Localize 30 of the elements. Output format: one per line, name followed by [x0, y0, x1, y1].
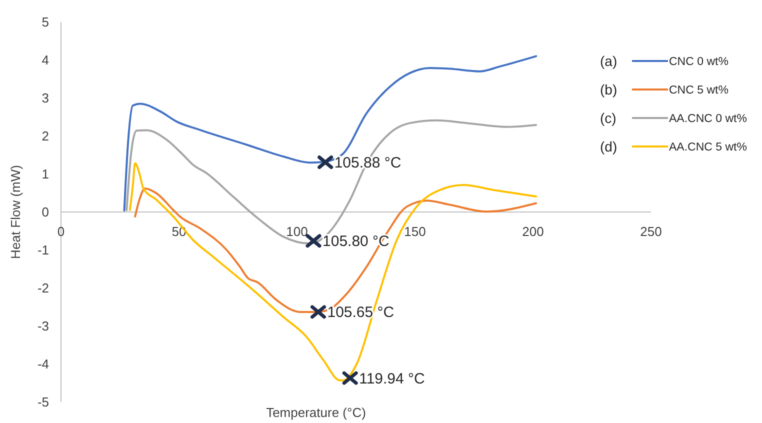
y-tick-label: -1 — [37, 242, 49, 258]
line-series — [123, 55, 538, 212]
annotation: (b) — [600, 81, 618, 98]
legend-label: CNC 0 wt% — [669, 56, 728, 68]
annotation: (a) — [600, 52, 618, 69]
legend-label: AA.CNC 0 wt% — [669, 113, 747, 126]
annotation: (c) — [600, 110, 616, 126]
y-tick-label: 0 — [42, 204, 49, 220]
x-axis-title: Temperature (°C) — [266, 405, 366, 420]
y-tick-label: -5 — [37, 394, 49, 410]
annotation: 105.88 °C — [334, 154, 402, 172]
x-tick-label: 0 — [57, 224, 65, 239]
x-tick-label: 100 — [286, 224, 308, 239]
annotation: 105.65 °C — [327, 304, 394, 322]
x-tick-label: 200 — [522, 224, 544, 239]
y-axis-title: Heat Flow (mW) — [8, 165, 23, 259]
y-tick-label: 2 — [42, 128, 49, 144]
x-tick-label: 150 — [404, 224, 426, 239]
legend-label: CNC 5 wt% — [669, 84, 728, 97]
y-tick-label: -3 — [37, 318, 49, 334]
y-tick-label: 1 — [42, 166, 49, 182]
annotation: (d) — [600, 138, 618, 154]
y-tick-label: 3 — [42, 90, 49, 106]
y-tick-label: -2 — [37, 280, 49, 296]
legend-label: AA.CNC 5 wt% — [669, 142, 747, 154]
x-tick-label: 250 — [640, 224, 662, 239]
y-tick-label: 4 — [42, 52, 49, 68]
y-tick-label: -4 — [37, 356, 49, 372]
y-tick-label: 5 — [42, 14, 49, 30]
annotation: 119.94 °C — [359, 370, 426, 388]
